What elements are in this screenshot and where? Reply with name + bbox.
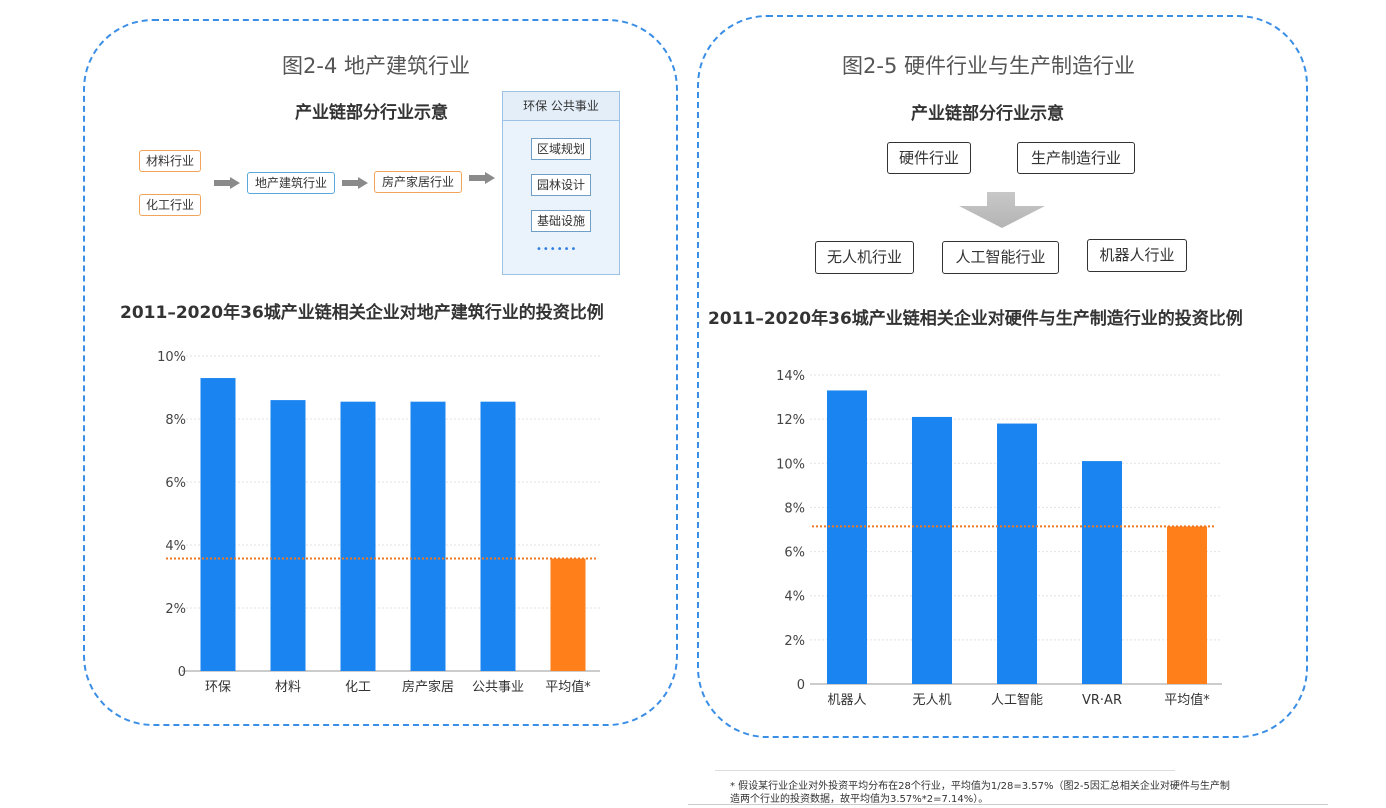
regional-planning-box: 区域规划 bbox=[531, 138, 591, 160]
footnote-line-2: 造两个行业的投资数据，故平均值为3.57%*2=7.14%）。 bbox=[730, 794, 989, 805]
ai-industry-box: 人工智能行业 bbox=[942, 241, 1059, 274]
left-chart-bar-3 bbox=[410, 401, 446, 671]
manufacturing-industry-box: 生产制造行业 bbox=[1017, 142, 1135, 174]
left-chart-y-tick-label: 6% bbox=[165, 476, 186, 491]
right-chart-x-tick-label: 无人机 bbox=[912, 693, 951, 708]
right-chart-y-tick-label: 10% bbox=[776, 457, 805, 472]
bottom-divider bbox=[688, 804, 1328, 805]
material-industry-box: 材料行业 bbox=[139, 150, 201, 172]
infrastructure-box: 基础设施 bbox=[531, 210, 591, 232]
left-chart-bar-2 bbox=[340, 401, 376, 671]
real-estate-construction-box: 地产建筑行业 bbox=[247, 172, 335, 194]
left-chart-y-tick-label: 0 bbox=[178, 665, 186, 680]
right-chart-title: 2011–2020年36城产业链相关企业对硬件与生产制造行业的投资比例 bbox=[708, 309, 1243, 329]
left-diagram-title: 产业链部分行业示意 bbox=[295, 103, 448, 123]
right-figure-title: 图2-5 硬件行业与生产制造行业 bbox=[842, 54, 1135, 78]
left-chart-bar-4 bbox=[480, 401, 516, 671]
left-chart-x-tick-label: 房产家居 bbox=[402, 679, 454, 695]
robot-industry-box: 机器人行业 bbox=[1087, 239, 1187, 272]
right-chart-bar-4 bbox=[1167, 526, 1207, 684]
environment-public-utility-group: 环保 公共事业 区域规划 园林设计 基础设施 •••••• bbox=[502, 91, 620, 275]
right-chart-x-tick-label: 人工智能 bbox=[991, 693, 1043, 708]
right-chart-bar-1 bbox=[912, 416, 952, 684]
right-figure-panel bbox=[697, 15, 1308, 738]
arrow-right-icon bbox=[342, 177, 368, 189]
right-chart-y-tick-label: 12% bbox=[776, 413, 805, 428]
right-chart-y-tick-label: 8% bbox=[784, 501, 805, 516]
right-chart-y-tick-label: 14% bbox=[776, 369, 805, 384]
right-chart-x-tick-label: 机器人 bbox=[827, 693, 866, 708]
drone-industry-box: 无人机行业 bbox=[815, 241, 914, 274]
left-chart-x-tick-label: 环保 bbox=[205, 680, 231, 695]
arrow-right-icon bbox=[214, 177, 240, 189]
left-figure-panel bbox=[83, 19, 678, 726]
right-chart-y-tick-label: 6% bbox=[784, 546, 805, 561]
right-chart-x-tick-label: 平均值* bbox=[1164, 692, 1210, 708]
right-chart-y-tick-label: 0 bbox=[797, 678, 805, 693]
left-chart-x-tick-label: 平均值* bbox=[545, 679, 591, 695]
right-diagram-title: 产业链部分行业示意 bbox=[911, 104, 1064, 124]
more-dots: •••••• bbox=[536, 244, 578, 255]
left-chart-x-tick-label: 化工 bbox=[345, 680, 371, 695]
right-chart-y-tick-label: 4% bbox=[784, 590, 805, 605]
left-chart-bar-0 bbox=[200, 378, 236, 671]
landscape-design-box: 园林设计 bbox=[531, 174, 591, 196]
left-chart-y-tick-label: 8% bbox=[165, 413, 186, 428]
merge-arrow-down-icon bbox=[957, 190, 1047, 234]
left-chart-bar-1 bbox=[270, 400, 306, 671]
left-chart-y-tick-label: 2% bbox=[165, 602, 186, 617]
footnote-line-1: * 假设某行业企业对外投资平均分布在28个行业，平均值为1/28=3.57%（图… bbox=[730, 781, 1230, 792]
right-chart-bar-0 bbox=[827, 390, 867, 684]
left-chart-bar-5 bbox=[550, 558, 586, 671]
left-chart-title: 2011–2020年36城产业链相关企业对地产建筑行业的投资比例 bbox=[120, 303, 604, 323]
right-chart-y-tick-label: 2% bbox=[784, 634, 805, 649]
left-figure-title: 图2-4 地产建筑行业 bbox=[282, 54, 470, 78]
chemical-industry-box: 化工行业 bbox=[139, 194, 201, 216]
env-group-header: 环保 公共事业 bbox=[503, 92, 619, 121]
hardware-industry-box: 硬件行业 bbox=[887, 142, 971, 174]
left-chart-y-tick-label: 4% bbox=[165, 539, 186, 554]
footnote-divider bbox=[715, 770, 1175, 771]
left-chart-y-tick-label: 10% bbox=[157, 350, 186, 365]
right-chart-x-tick-label: VR·AR bbox=[1082, 693, 1122, 708]
right-chart-bar-2 bbox=[997, 423, 1037, 684]
left-chart-x-tick-label: 材料 bbox=[275, 680, 301, 695]
left-bar-chart: 0 2% 4% 6% 8% 10% 环保 材料 化工 房产家居 公共事业 平均值* bbox=[157, 350, 600, 695]
right-bar-chart: 0 2% 4% 6% 8% 10% 12% 14% 机器人 无人机 人工智能 VR·AR 平均值* bbox=[776, 369, 1222, 708]
arrow-right-icon bbox=[469, 172, 495, 184]
home-furnishing-box: 房产家居行业 bbox=[374, 171, 462, 193]
right-chart-bar-3 bbox=[1082, 461, 1122, 684]
left-chart-x-tick-label: 公共事业 bbox=[472, 680, 524, 695]
